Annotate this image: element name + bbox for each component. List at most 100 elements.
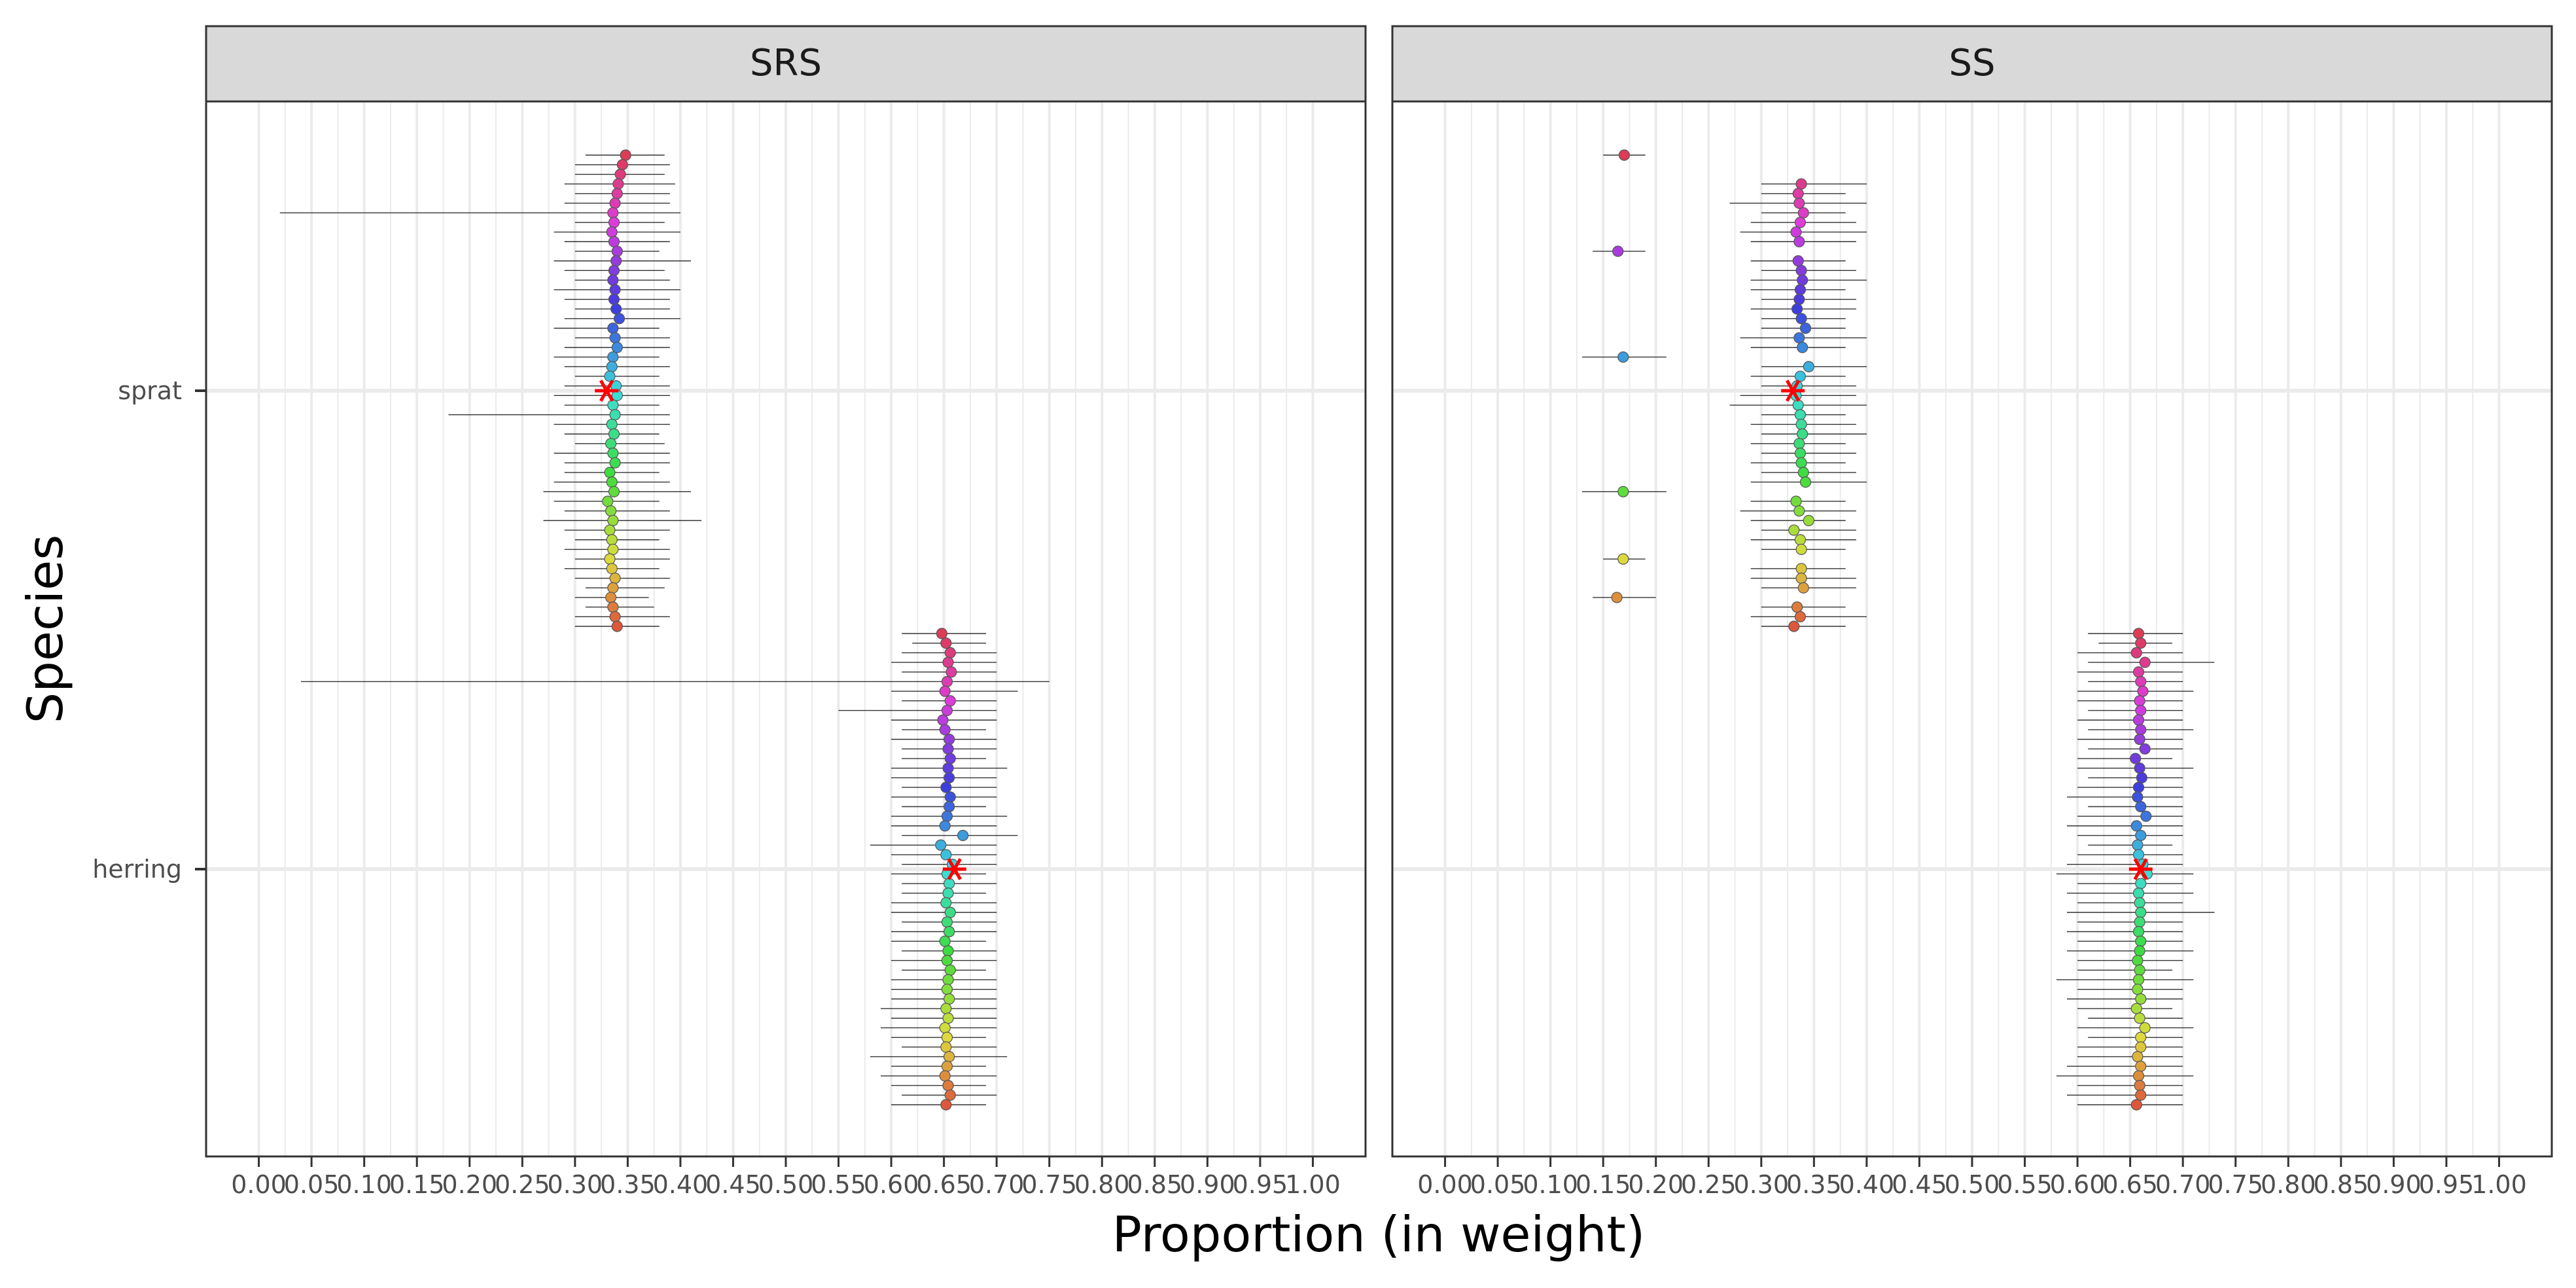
estimate-point [2135, 1041, 2147, 1053]
true-value-stroke [599, 380, 614, 402]
estimate-point [2139, 1022, 2151, 1034]
y-tick-label-herring: herring [92, 855, 182, 884]
estimate-point [1793, 438, 1805, 450]
estimate-point [2134, 897, 2145, 909]
true-value-stroke [2133, 858, 2148, 880]
estimate-point [604, 553, 616, 565]
x-axis-title: Proportion (in weight) [1112, 1206, 1645, 1263]
estimate-point [2132, 791, 2144, 803]
estimate-point [610, 255, 622, 267]
estimate-point [1803, 361, 1814, 372]
estimate-point [1795, 563, 1807, 575]
x-tick-label: 0.50 [1945, 1170, 2000, 1199]
estimate-point [935, 839, 947, 851]
estimate-point [2135, 704, 2147, 717]
estimate-point [609, 197, 621, 209]
x-tick-label: 0.30 [548, 1170, 603, 1199]
estimate-point [2132, 714, 2145, 726]
estimate-point [1795, 457, 1807, 469]
estimate-point [620, 149, 631, 161]
estimate-point [940, 781, 952, 793]
x-tick-label: 0.50 [758, 1170, 814, 1199]
x-tick-label: 0.25 [495, 1170, 550, 1199]
true-value-marker-sprat [1781, 380, 1805, 402]
estimate-point [1790, 226, 1802, 238]
estimate-point [944, 1089, 956, 1101]
estimate-point [604, 370, 616, 382]
estimate-point [607, 514, 619, 526]
true-value-stroke [1785, 380, 1801, 402]
estimate-point [1795, 572, 1807, 584]
estimate-point [2132, 1050, 2144, 1063]
estimate-point [611, 245, 623, 257]
estimate-point [936, 628, 948, 639]
x-tick-label: 0.05 [284, 1170, 340, 1199]
estimate-point [1794, 409, 1807, 421]
estimate-point [941, 1060, 953, 1072]
estimate-point [941, 1031, 953, 1043]
estimate-point [1795, 543, 1807, 556]
estimate-point [944, 925, 955, 938]
estimate-point [2134, 1080, 2145, 1092]
estimate-point [1794, 611, 1807, 622]
estimate-point [1797, 428, 1808, 440]
estimate-point [2135, 637, 2147, 649]
estimate-point [1797, 467, 1809, 478]
estimate-point [609, 572, 621, 584]
true-value-stroke [947, 858, 962, 880]
x-tick-label: 0.95 [2419, 1170, 2475, 1199]
estimate-point [2135, 993, 2147, 1005]
estimate-point [2132, 849, 2145, 861]
x-tick-label: 0.60 [864, 1170, 919, 1199]
estimate-point [2130, 647, 2142, 658]
x-tick-label: 0.25 [1681, 1170, 1737, 1199]
estimate-point [2134, 734, 2145, 745]
strip-label-srs: SRS [750, 42, 822, 84]
y-axis-title: Species [16, 535, 74, 724]
estimate-point [2132, 1070, 2145, 1082]
estimate-point [2132, 925, 2145, 938]
estimate-point [1792, 399, 1804, 411]
estimate-point [616, 159, 628, 171]
estimate-point [608, 236, 620, 247]
estimate-point [1617, 486, 1629, 497]
estimate-point [605, 592, 617, 603]
estimate-point [2130, 820, 2142, 832]
estimate-point [606, 361, 618, 372]
estimate-point [942, 974, 954, 986]
estimate-point [1794, 370, 1807, 382]
strip-srs [205, 25, 1367, 103]
estimate-point [940, 637, 952, 649]
x-tick-label: 0.40 [1839, 1170, 1895, 1199]
estimate-point [2135, 1031, 2147, 1043]
estimate-point [1794, 217, 1807, 228]
estimate-point [2135, 1060, 2147, 1072]
estimate-point [606, 563, 618, 575]
estimate-point [611, 188, 623, 200]
estimate-point [607, 351, 619, 363]
estimate-point [2134, 964, 2145, 976]
estimate-point [940, 1003, 952, 1014]
estimate-point [602, 495, 614, 507]
estimate-point [939, 685, 951, 697]
estimate-point [1617, 553, 1629, 565]
estimate-point [941, 984, 953, 995]
estimate-point [2132, 839, 2144, 851]
panel-srs: SRS 0.000.050.100.150.200.250.300.350.40… [205, 25, 1367, 1199]
estimate-point [606, 476, 618, 488]
x-tick-label: 0.45 [1892, 1170, 1947, 1199]
panel-points-srs [602, 149, 969, 1111]
estimate-point [612, 178, 624, 190]
x-tick-label: 0.95 [1233, 1170, 1288, 1199]
estimate-point [611, 620, 623, 632]
estimate-point [605, 438, 617, 450]
estimate-point [1797, 582, 1809, 594]
estimate-point [942, 1012, 954, 1024]
estimate-point [613, 313, 626, 325]
estimate-point [1797, 274, 1808, 286]
x-tick-label: 0.00 [231, 1170, 287, 1199]
estimate-point [1788, 524, 1800, 536]
x-tick-label: 0.65 [916, 1170, 972, 1199]
estimate-point [941, 954, 953, 967]
